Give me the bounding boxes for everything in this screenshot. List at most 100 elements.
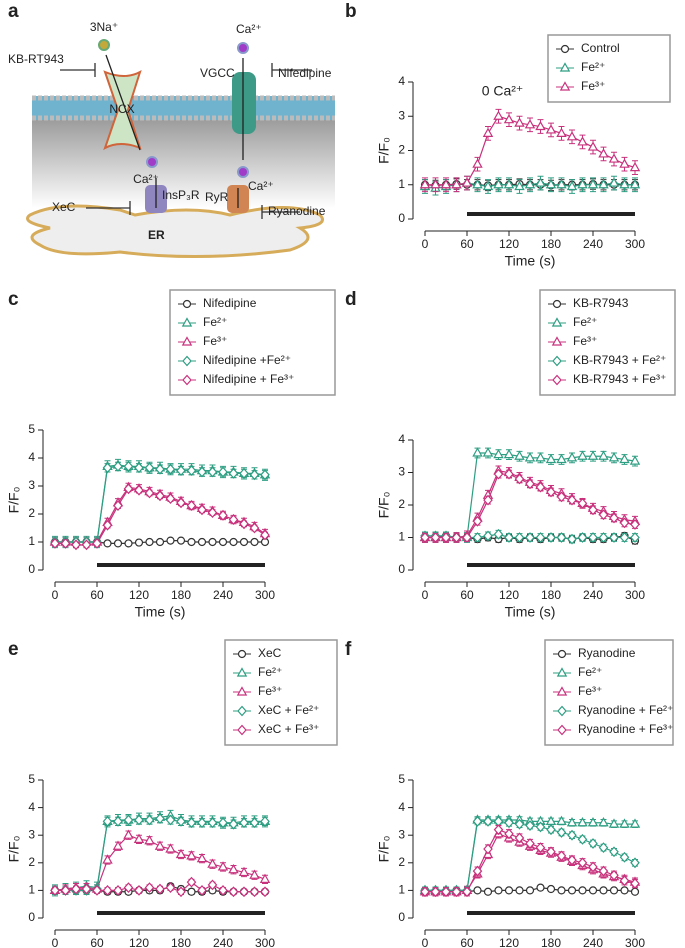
marker: [441, 886, 451, 898]
marker: [524, 452, 536, 462]
label: InsP₃R: [162, 188, 200, 202]
marker: [503, 113, 515, 124]
marker: [472, 447, 483, 457]
x-tick-label: 240: [583, 588, 603, 602]
marker: [462, 886, 472, 898]
marker: [50, 537, 60, 549]
marker: [482, 447, 494, 457]
marker: [551, 336, 563, 346]
marker: [50, 884, 60, 896]
marker: [60, 884, 71, 896]
marker: [239, 467, 249, 479]
x-tick-label: 240: [583, 936, 603, 948]
marker: [249, 469, 260, 481]
y-tick-label: 4: [28, 450, 35, 464]
marker: [134, 462, 144, 474]
label: Ca²⁺: [236, 22, 262, 36]
marker: [112, 840, 124, 850]
marker: [556, 453, 567, 464]
marker: [228, 818, 239, 830]
marker: [567, 494, 577, 506]
marker: [598, 865, 609, 877]
marker: [103, 539, 112, 548]
cytoplasm: [32, 118, 335, 208]
marker: [102, 462, 113, 474]
ion: [237, 42, 249, 54]
legend-label: Fe²⁺: [578, 665, 602, 679]
marker: [493, 448, 504, 459]
marker: [556, 815, 567, 825]
marker: [239, 537, 249, 547]
marker: [552, 374, 562, 386]
y-tick-label: 1: [398, 530, 405, 544]
marker: [567, 533, 577, 545]
marker: [494, 886, 503, 895]
y-tick-label: 2: [398, 855, 405, 869]
marker: [577, 497, 588, 509]
marker: [630, 878, 640, 889]
marker: [236, 686, 248, 696]
ion: [146, 156, 158, 168]
marker: [619, 158, 630, 168]
marker: [535, 821, 546, 833]
marker: [207, 858, 218, 868]
marker: [472, 515, 483, 527]
marker: [608, 452, 620, 462]
y-tick-label: 2: [398, 143, 405, 157]
marker: [629, 179, 641, 189]
marker: [451, 179, 462, 189]
marker: [535, 452, 546, 462]
marker: [228, 467, 239, 479]
marker: [525, 532, 535, 543]
marker: [556, 179, 567, 189]
marker: [514, 180, 525, 191]
marker: [144, 487, 155, 499]
marker: [556, 127, 567, 137]
marker: [187, 537, 196, 547]
chart: d 0 1 2 3 4 0 60 120 180 240 300 Time (s) F/F₀ KB-R794…: [345, 289, 676, 620]
x-tick-label: 0: [52, 936, 59, 948]
marker: [559, 81, 571, 91]
y-tick-label: 5: [398, 772, 405, 786]
legend-label: XeC + Fe³⁺: [258, 722, 319, 736]
marker: [430, 179, 441, 189]
marker: [525, 820, 535, 831]
marker: [207, 507, 218, 519]
marker: [556, 827, 567, 838]
marker: [60, 537, 71, 549]
marker: [629, 455, 641, 465]
legend-box: [169, 289, 336, 396]
x-tick-label: 120: [499, 588, 519, 602]
marker: [577, 817, 588, 827]
marker: [566, 131, 578, 141]
x-tick-label: 240: [583, 237, 603, 251]
marker: [186, 500, 197, 512]
marker: [473, 886, 482, 895]
marker: [587, 817, 599, 827]
legend-label: Fe²⁺: [581, 60, 605, 74]
legend-label: Control: [581, 41, 620, 55]
marker: [598, 509, 609, 521]
marker: [239, 518, 249, 530]
legend-label: Fe³⁺: [573, 334, 597, 348]
marker: [237, 724, 247, 736]
marker: [629, 818, 641, 828]
marker: [207, 879, 218, 891]
legend-label: XeC + Fe²⁺: [258, 703, 319, 717]
legend-label: Ryanodine + Fe³⁺: [578, 722, 673, 736]
ion: [237, 166, 249, 178]
marker: [441, 532, 451, 543]
marker: [608, 818, 620, 828]
marker: [102, 815, 113, 827]
marker: [598, 817, 609, 827]
x-tick-label: 240: [213, 588, 233, 602]
marker: [556, 686, 568, 696]
legend-label: XeC: [258, 646, 282, 660]
y-tick-label: 4: [398, 800, 405, 814]
marker: [165, 882, 176, 894]
marker: [92, 884, 102, 896]
marker: [545, 179, 557, 189]
marker: [567, 829, 577, 841]
marker: [113, 884, 123, 896]
marker: [228, 863, 239, 874]
